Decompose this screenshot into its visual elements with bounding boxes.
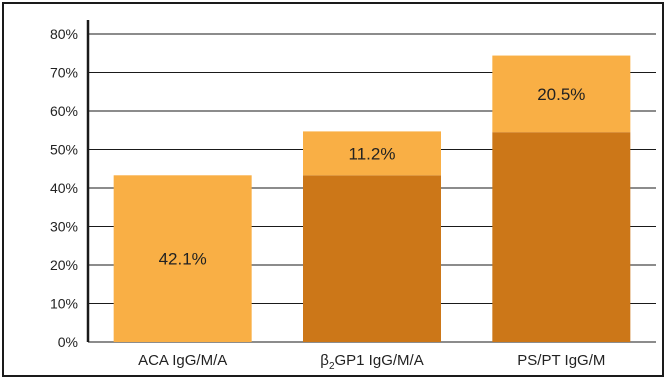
labels: 0% 10% 20% 30% 40% 50% 60% 70% 80% 42.1% ACA IgG/M… xyxy=(50,26,605,372)
bar-segment xyxy=(303,131,441,176)
y-tick-label: 80% xyxy=(50,26,78,42)
y-tick-label: 20% xyxy=(50,257,78,273)
stacked-bar-chart: 0% 10% 20% 30% 40% 50% 60% 70% 80% 42.1% ACA IgG/M… xyxy=(50,20,656,372)
data-label: 20.5% xyxy=(537,85,585,104)
bars xyxy=(113,55,631,342)
data-label: 11.2% xyxy=(349,144,396,163)
bar-segment xyxy=(492,132,631,342)
bar-segment xyxy=(492,55,631,133)
x-tick-label: ACA IgG/M/A xyxy=(138,352,227,369)
x-tick-label: PS/PT IgG/M xyxy=(517,352,605,369)
y-tick-label: 30% xyxy=(50,219,78,235)
bar-segment xyxy=(113,175,252,342)
y-tick-label: 70% xyxy=(50,65,78,81)
data-label: 42.1% xyxy=(159,250,207,269)
y-tick-label: 60% xyxy=(50,103,78,119)
y-tick-label: 0% xyxy=(58,334,78,350)
y-tick-label: 40% xyxy=(50,180,78,196)
y-tick-label: 10% xyxy=(50,296,78,312)
y-tick-label: 50% xyxy=(50,142,78,158)
bar-segment xyxy=(303,175,441,342)
x-tick-label: β2GP1 IgG/M/A xyxy=(320,352,423,372)
chart-frame: 0% 10% 20% 30% 40% 50% 60% 70% 80% 42.1% ACA IgG/M… xyxy=(2,2,664,377)
